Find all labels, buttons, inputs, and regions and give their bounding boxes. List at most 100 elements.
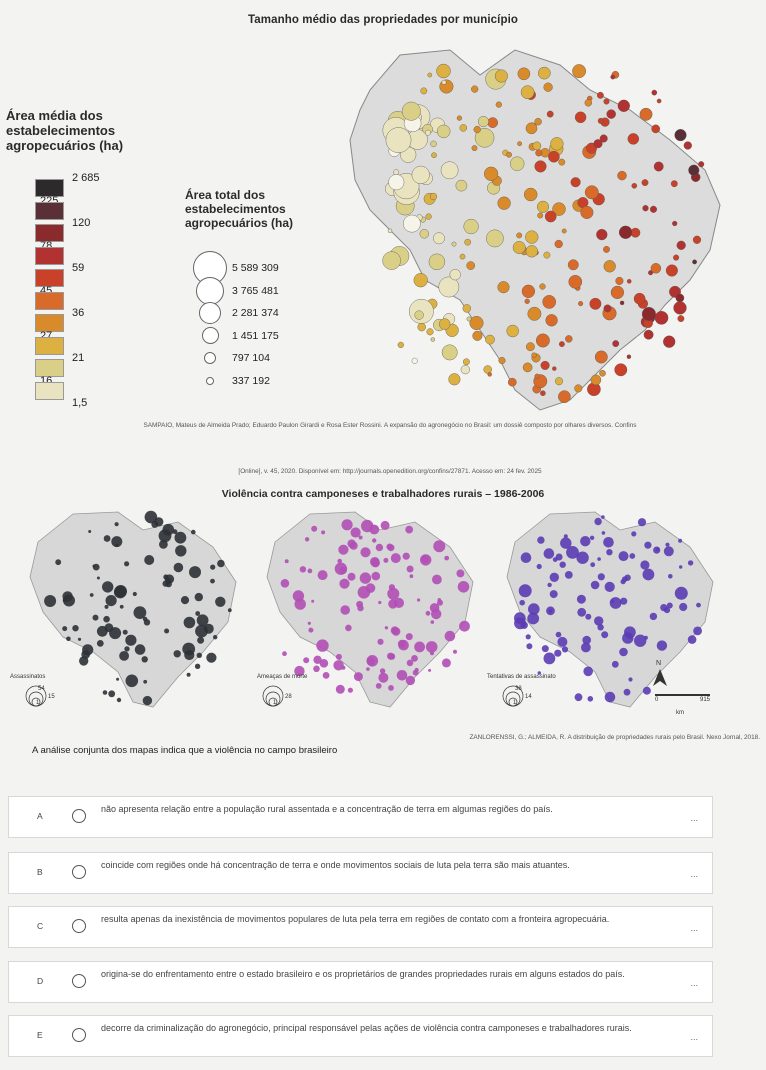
property-marker [525,122,538,135]
violence-marker [402,552,410,560]
violence-marker [105,595,117,607]
property-marker [456,115,462,121]
violence-marker [144,555,155,565]
property-marker [474,128,495,148]
violence-marker [173,562,184,573]
violence-marker [390,553,401,564]
property-marker [540,390,546,397]
area-legend-title: Área total dos estabelecimentos agropecu… [185,188,294,230]
area-legend-value: 337 192 [232,374,270,387]
property-marker [663,335,676,348]
violence-marker [104,604,109,609]
violence-marker [444,630,456,642]
property-marker [676,240,686,250]
property-marker [433,232,445,245]
violence-marker [526,643,533,650]
violence-marker [564,571,573,579]
property-marker [574,111,587,124]
violence-marker [536,563,542,570]
property-marker [539,283,546,290]
legend-swatch [35,269,64,287]
option-text: origina-se do enfrentamento entre o esta… [101,969,625,979]
violence-marker [108,690,116,698]
violence-marker [307,621,311,625]
more-options-icon[interactable]: ... [690,813,698,823]
more-options-icon[interactable]: ... [690,1032,698,1042]
option-radio[interactable] [72,974,86,988]
violence-marker [528,603,540,615]
violence-marker [549,590,558,599]
option-radio[interactable] [72,1028,86,1042]
violence-marker [378,600,382,605]
property-marker [626,278,632,284]
property-marker [641,307,656,322]
area-legend-circle [196,276,224,305]
violence-marker [581,642,591,653]
property-marker [441,79,447,85]
violence-marker [339,578,350,589]
legend-swatch [35,314,64,332]
area-legend-value: 2 281 374 [232,307,279,319]
violence-marker [88,530,92,533]
property-marker [627,133,639,145]
violence-marker [668,574,673,579]
property-marker [584,185,599,200]
question-text: A análise conjunta dos mapas indica que … [32,745,338,756]
violence-marker [541,645,549,653]
property-marker [495,101,502,108]
violence-marker [679,565,683,569]
scale-bar [655,694,710,696]
more-options-icon[interactable]: ... [690,978,698,988]
legend-title: Área média dos estabelecimentos agropecu… [6,108,124,153]
violence-marker [308,627,314,633]
violence-marker [206,652,217,663]
map2-title: Violência contra camponeses e trabalhado… [221,488,545,500]
property-marker [464,238,471,246]
violence-marker [345,624,352,632]
option-radio[interactable] [72,919,86,933]
property-marker [641,179,649,187]
violence-marker [103,535,111,542]
property-marker [599,134,608,143]
legend-swatch [35,246,64,265]
property-marker [650,263,662,274]
violence-marker [393,597,404,608]
property-marker [653,161,664,172]
area-legend-value: 5 589 309 [232,262,279,274]
property-marker [414,310,424,320]
violence-marker [555,631,562,638]
option-radio[interactable] [72,865,86,879]
violence-marker [350,527,361,538]
property-marker [619,300,625,306]
violence-marker [425,610,431,616]
legend-swatch [35,359,64,377]
property-marker [603,260,616,273]
violence-marker [142,616,148,622]
violence-marker [103,615,110,623]
violence-marker [175,545,187,557]
violence-marker [456,569,465,578]
violence-marker [611,660,619,668]
violence-marker [430,620,435,624]
more-options-icon[interactable]: ... [690,869,698,879]
property-marker [550,137,564,151]
violence-marker [217,559,225,568]
property-marker [506,324,519,338]
option-radio[interactable] [72,809,86,823]
violence-marker [111,536,123,548]
property-marker [523,187,538,202]
property-marker [570,177,581,188]
area-legend-value: 1 451 175 [232,329,279,342]
property-marker [436,124,451,139]
violence-marker [341,519,353,531]
violence-marker [371,571,381,581]
more-options-icon[interactable]: ... [690,923,698,933]
violence-marker [62,626,68,632]
violence-marker [197,636,205,644]
violence-marker [189,566,201,579]
